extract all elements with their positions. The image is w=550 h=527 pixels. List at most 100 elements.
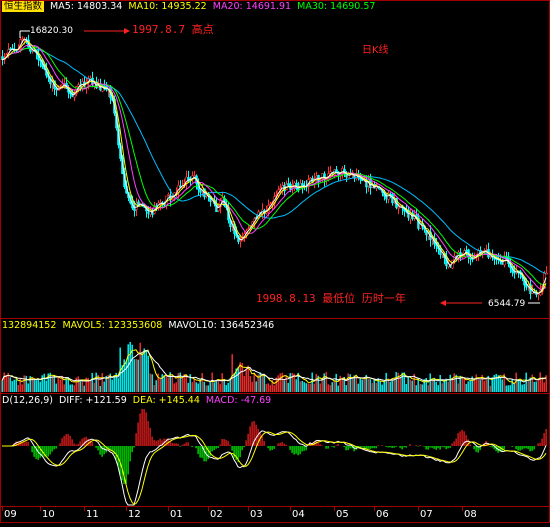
macd-bar [279,442,281,446]
volume-bar [393,378,395,392]
macd-bar [449,446,451,448]
volume-bar [305,383,307,392]
volume-bar [15,379,17,392]
macd-bar [71,439,73,446]
macd-bar [377,445,379,446]
low-arrowhead [440,300,446,306]
candles-group [1,34,548,301]
volume-bar [143,348,145,392]
volume-bar [83,385,85,392]
volume-bar [383,381,385,392]
volume-bar [251,381,253,392]
macd-bar [467,439,469,446]
volume-bar [235,368,237,392]
volume-bar [169,372,171,392]
volume-bar [65,378,67,392]
macd-bar [429,446,431,448]
ma20-line [1,44,547,291]
volume-bar [155,380,157,392]
volume-bar [255,381,257,392]
macd-bar [191,446,193,448]
volume-bar [405,384,407,392]
macd-bar [161,440,163,446]
volume-bar [281,372,283,392]
volume-bar [213,382,215,392]
volume-bar [97,375,99,392]
macd-bar [119,446,121,476]
macd-bar [461,429,463,446]
macd-bar [451,443,453,446]
volume-bar [163,375,165,392]
macd-bar [27,441,29,446]
volume-bar [473,377,475,392]
macd-bar [187,442,189,446]
macd-bar [35,446,37,459]
macd-bar [271,446,273,450]
volume-bar [291,372,293,392]
macd-bar [125,446,127,484]
macd-bar [65,434,67,446]
volume-bar [507,385,509,392]
volume-bar [539,372,541,392]
macd-bar [533,446,535,450]
volume-bar [63,384,65,392]
ma20-readout: MA20: 14691.91 [212,1,292,12]
volume-bar [503,373,505,392]
volume-bar [343,376,345,392]
volume-bar [173,383,175,392]
x-axis-label: 08 [464,509,477,520]
macd-bar [89,440,91,446]
volume-bar [413,374,415,392]
volume-bar [159,378,161,392]
mavol10-readout: MAVOL10: 136452346 [168,320,275,331]
macd-histogram [13,408,547,484]
volume-bar [147,355,149,392]
macd-bar [317,442,319,446]
volume-bar [187,382,189,392]
volume-bar [73,385,75,392]
mavol10-line [1,349,547,383]
volume-bar [347,373,349,392]
volume-bar [181,378,183,392]
volume-bar [437,385,439,392]
volume-bar [19,378,21,392]
macd-readout: MACD: -47.69 [205,395,272,406]
macd-bar [253,421,255,446]
macd-bar [83,437,85,446]
volume-bar [369,379,371,392]
volume-bar [261,374,263,392]
x-axis-label: 04 [292,509,305,520]
volume-bar [399,377,401,392]
macd-bar [229,444,231,446]
volume-bar [465,383,467,392]
volume-bar [37,379,39,392]
volume-bar [207,385,209,392]
volume-bar [505,385,507,392]
macd-bar [25,441,27,446]
volume-bar [329,385,331,392]
macd-bar [97,446,99,451]
volume-bar [221,373,223,392]
x-axis-label: 03 [250,509,263,520]
volume-bar [283,380,285,392]
macd-bar [321,445,323,446]
macd-bar [511,446,513,447]
volume-bar [537,380,539,392]
macd-bar [15,441,17,446]
volume-bar [133,359,135,392]
macd-bar [53,446,55,450]
volume-bar [189,374,191,392]
macd-bar [521,446,523,450]
mavol5-readout: MAVOL5: 123353608 [62,320,163,331]
volume-bar [513,384,515,392]
volume-bar [535,381,537,392]
volume-bar [457,383,459,392]
volume-bar [455,374,457,392]
macd-bar [79,441,81,446]
low-value-label: 6544.79 [488,299,526,309]
macd-bar [439,446,441,450]
volume-bar [265,383,267,392]
macd-bar [499,446,501,452]
